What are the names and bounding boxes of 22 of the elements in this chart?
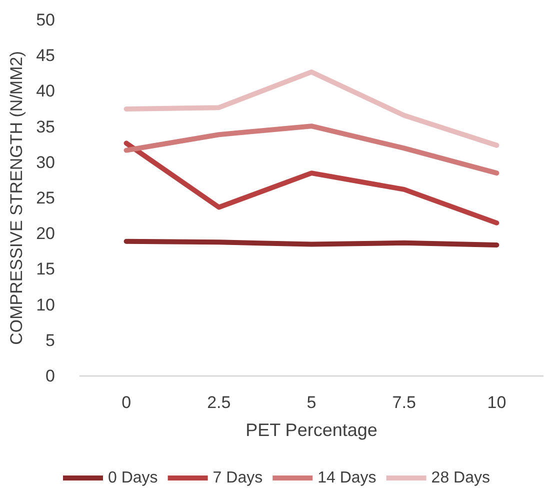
x-tick-label: 10 xyxy=(487,393,506,412)
x-tick-label: 7.5 xyxy=(392,393,416,412)
legend-label: 0 Days xyxy=(108,470,158,486)
y-tick-label: 25 xyxy=(36,188,55,208)
y-tick-label: 50 xyxy=(36,10,55,30)
x-tick-label: 2.5 xyxy=(207,393,231,412)
y-tick-label: 5 xyxy=(46,330,55,350)
legend-label: 28 Days xyxy=(431,470,490,486)
y-axis-title: COMPRESSIVE STRENGTH (N/MM2) xyxy=(7,51,26,345)
y-tick-label: 40 xyxy=(36,82,55,101)
x-tick-label: 5 xyxy=(306,393,316,412)
y-tick-label: 30 xyxy=(36,152,55,172)
y-tick-label: 35 xyxy=(36,117,55,136)
y-tick-label: 45 xyxy=(36,46,55,66)
y-tick-label: 20 xyxy=(36,224,55,244)
legend-label: 7 Days xyxy=(212,470,263,486)
y-tick-label: 15 xyxy=(36,260,55,279)
x-tick-label: 0 xyxy=(122,393,132,412)
y-tick-label: 0 xyxy=(46,366,55,386)
y-tick-label: 10 xyxy=(36,295,55,314)
x-axis-title: PET Percentage xyxy=(246,420,378,440)
legend-label: 14 Days xyxy=(318,470,376,486)
